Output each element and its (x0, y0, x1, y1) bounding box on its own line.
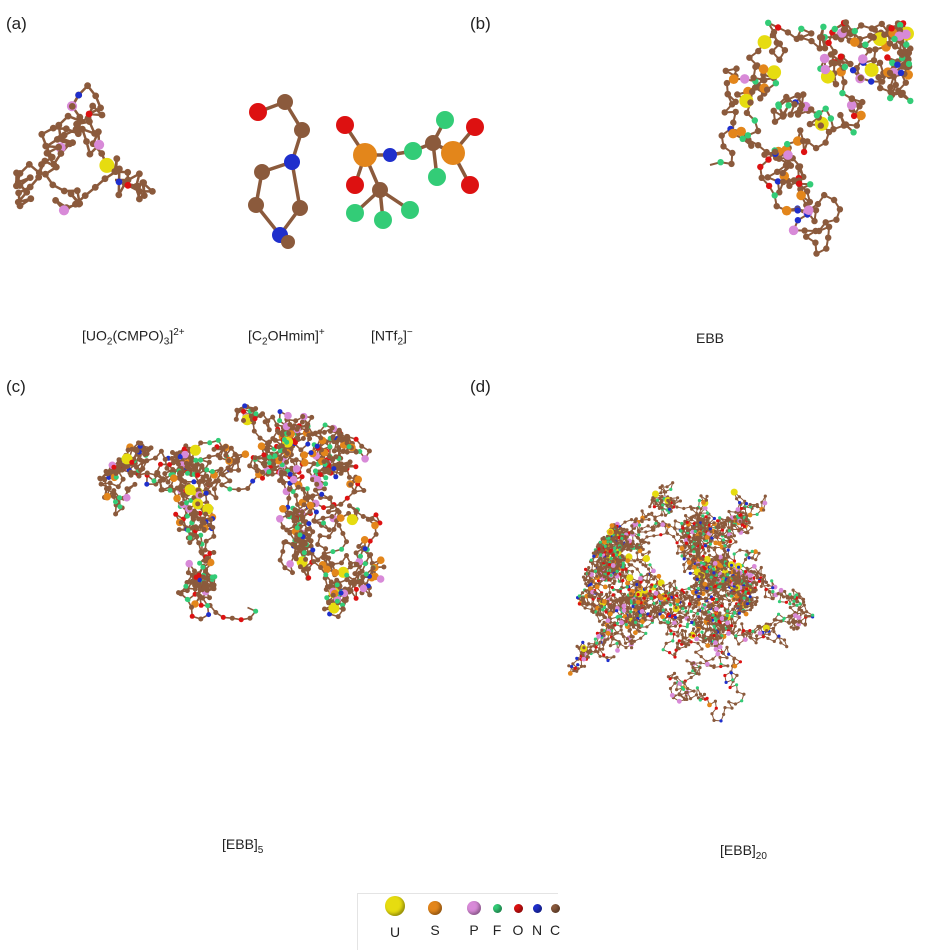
fluorine-atom-icon (492, 904, 502, 913)
c2ohmim-caption: [C2OHmim]+ (248, 327, 325, 348)
ebb-caption: EBB (696, 330, 725, 346)
legend-item: S (420, 896, 450, 938)
ebb5-cluster-model (97, 403, 387, 623)
carbon-atom-icon (550, 904, 560, 913)
ebb20-caption: [EBB]20 (720, 842, 767, 862)
ebb-model (709, 19, 914, 257)
legend-item: N (522, 896, 552, 938)
legend-item: P (459, 896, 489, 938)
legend-item: C (540, 896, 570, 938)
ebb20-cluster-model (567, 481, 815, 723)
panel-d-label: (d) (470, 377, 491, 396)
legend-item: F (482, 896, 512, 938)
panel-b-label: (b) (470, 14, 491, 33)
panel-c-label: (c) (6, 377, 26, 396)
uo2-cmpo-complex-model (13, 82, 156, 216)
ebb5-caption: [EBB]5 (222, 836, 264, 856)
legend-item: O (503, 896, 533, 938)
ntf2-caption: [NTf2]− (371, 327, 413, 348)
legend-item: U (380, 896, 410, 940)
panel-a-label: (a) (6, 14, 27, 33)
sulfur-atom-icon (428, 901, 442, 915)
phosphorus-atom-icon (467, 901, 481, 915)
nitrogen-atom-icon (532, 904, 542, 913)
uranium-atom-icon (385, 896, 405, 916)
ntf2-anion-model (336, 111, 484, 229)
oxygen-atom-icon (513, 904, 523, 913)
atom-legend: U S P F O N C (357, 893, 560, 950)
uo2-cmpo-caption: [UO2(CMPO)3]2+ (82, 327, 185, 348)
c2ohmim-cation-model (248, 94, 310, 249)
